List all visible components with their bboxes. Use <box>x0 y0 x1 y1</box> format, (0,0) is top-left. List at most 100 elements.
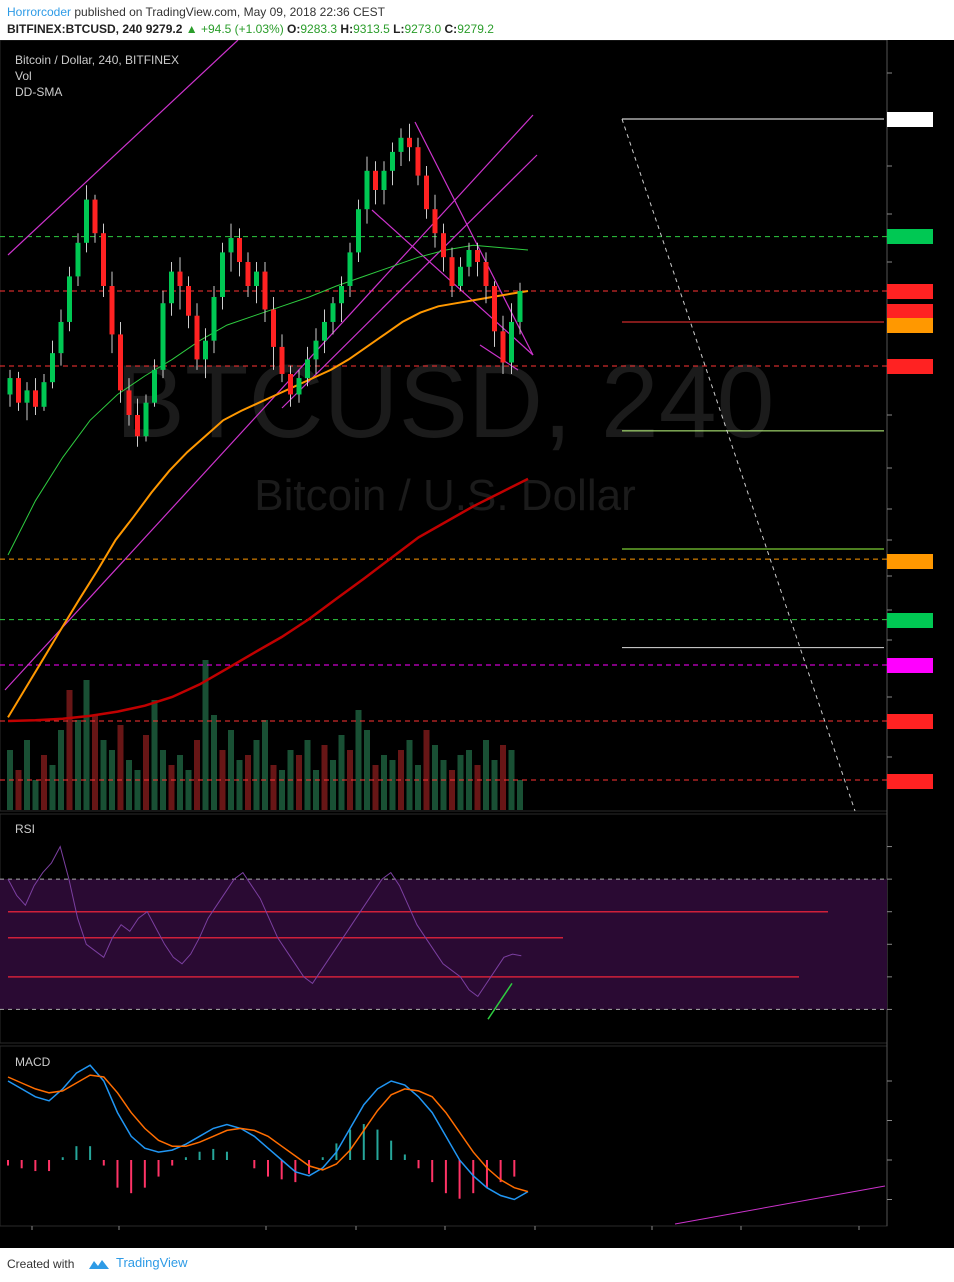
high-label: H: <box>340 22 354 36</box>
volume-bar <box>32 780 39 810</box>
price-tag <box>887 229 933 244</box>
publish-info: published on TradingView.com, May 09, 20… <box>74 5 386 19</box>
created-with-label: Created with <box>7 1257 75 1271</box>
volume-bar <box>151 700 158 810</box>
volume-bar <box>66 690 73 810</box>
ohlc-line: BITFINEX:BTCUSD, 240 9279.2 ▲ +94.5 (+1.… <box>7 22 494 36</box>
volume-bar <box>100 740 107 810</box>
candle-body <box>7 378 13 395</box>
candle-body <box>101 233 106 287</box>
legend-sma: DD-SMA <box>15 85 62 99</box>
candle-body <box>50 353 55 383</box>
candle-body <box>466 250 472 267</box>
candle-body <box>356 209 361 253</box>
volume-bar <box>296 755 302 810</box>
candle-body <box>169 271 174 304</box>
candle-body <box>33 390 38 407</box>
candle-body <box>135 415 140 437</box>
macd-trend-line <box>674 1185 886 1225</box>
rsi-divergence-line <box>487 982 513 1020</box>
candle-body <box>58 321 64 354</box>
candle-body <box>271 309 276 347</box>
volume-bar <box>245 755 251 810</box>
volume-bar <box>355 710 362 810</box>
price-tag <box>887 318 933 333</box>
price-tags <box>887 112 933 789</box>
volume-bar <box>236 760 243 810</box>
candle-body <box>347 252 353 287</box>
volume-bar <box>58 730 64 810</box>
candle-body <box>296 378 302 395</box>
price-tag <box>887 554 933 569</box>
volume-bar <box>517 780 523 810</box>
macd-label: MACD <box>15 1055 51 1069</box>
volume-bar <box>474 765 481 810</box>
volume-bar <box>219 750 226 810</box>
candle-body <box>364 170 370 210</box>
channel-line <box>4 114 534 691</box>
candle-body <box>67 276 72 322</box>
volume-bar <box>262 720 268 810</box>
volume-bar <box>279 770 285 810</box>
projection-diagonal <box>621 118 856 812</box>
candle-body <box>16 378 21 403</box>
watermark: BTCUSD, 240 Bitcoin / U.S. Dollar <box>116 344 775 520</box>
high-value: 9313.5 <box>353 22 390 36</box>
volume-bar <box>194 740 200 810</box>
candle-body <box>228 238 234 253</box>
candles <box>7 123 523 447</box>
macd-pane: MACD <box>7 1055 892 1225</box>
candle-body <box>407 137 412 148</box>
volume-bar <box>330 760 336 810</box>
price-tag <box>887 613 933 628</box>
volume-bar <box>143 735 149 810</box>
volume-bar <box>49 765 56 810</box>
publish-line: Horrorcoder published on TradingView.com… <box>7 5 385 19</box>
candle-body <box>118 334 123 391</box>
candle-body <box>339 286 344 304</box>
volume-bar <box>75 720 81 810</box>
volume-bar <box>398 750 404 810</box>
volume-bar <box>449 770 455 810</box>
macd-signal-line <box>7 1074 529 1193</box>
volume-bar <box>457 755 464 810</box>
watermark-name: Bitcoin / U.S. Dollar <box>254 471 635 520</box>
volume-bar <box>41 755 47 810</box>
candle-body <box>475 250 480 262</box>
trend-drawings <box>4 40 538 691</box>
volume-bar <box>483 740 489 810</box>
tradingview-brand-label: TradingView <box>116 1255 188 1270</box>
candle-body <box>237 238 242 262</box>
legend: Bitcoin / Dollar, 240, BITFINEX Vol DD-S… <box>15 53 179 99</box>
candle-body <box>143 402 149 437</box>
last-price: 9279.2 <box>145 22 183 36</box>
volume-bar <box>500 745 506 810</box>
volume-bar <box>313 770 319 810</box>
volume-bar <box>15 770 22 810</box>
price-tag <box>887 304 933 319</box>
candle-body <box>84 199 89 243</box>
chart-canvas[interactable]: BTCUSD, 240 Bitcoin / U.S. Dollar Bitcoi… <box>0 40 954 1248</box>
candle-body <box>245 262 251 287</box>
candle-body <box>152 369 157 403</box>
channel-line <box>7 40 239 256</box>
candle-body <box>449 257 455 287</box>
channel-line <box>414 121 534 356</box>
chart-background <box>0 40 954 1248</box>
candle-body <box>305 359 310 379</box>
volume-bar <box>83 680 90 810</box>
footer: Created with TradingView <box>0 1248 954 1282</box>
volume-bar <box>177 755 183 810</box>
tradingview-brand[interactable]: TradingView <box>88 1255 188 1271</box>
candle-body <box>390 151 395 171</box>
author-link[interactable]: Horrorcoder <box>7 5 72 19</box>
volume-bar <box>228 730 234 810</box>
close-label: C: <box>444 22 458 36</box>
close-value: 9279.2 <box>457 22 494 36</box>
low-label: L: <box>393 22 405 36</box>
price-tag <box>887 774 933 789</box>
low-value: 9273.0 <box>404 22 442 36</box>
candle-body <box>509 321 514 363</box>
rsi-band <box>0 879 887 1010</box>
open-label: O: <box>287 22 301 36</box>
